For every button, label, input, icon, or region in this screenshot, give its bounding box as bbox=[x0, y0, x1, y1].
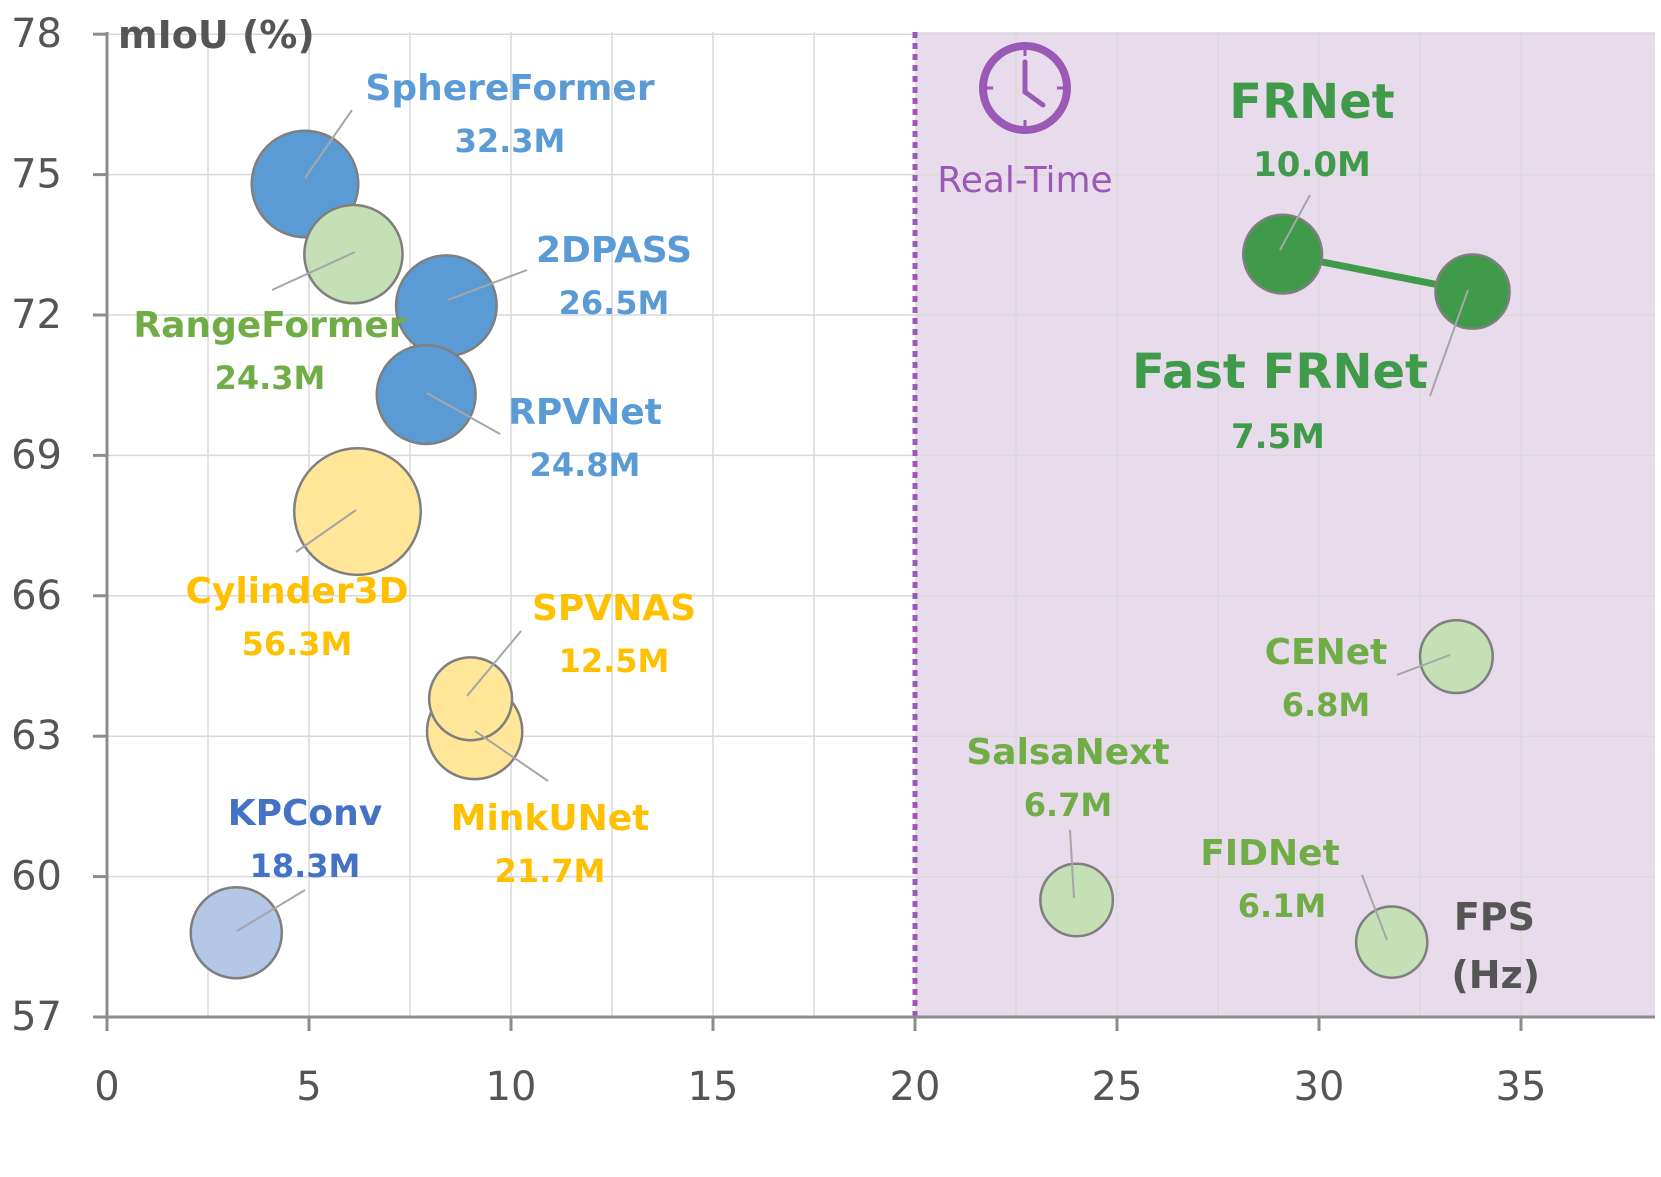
leader-line-minkunet bbox=[474, 730, 549, 782]
leader-line-cylinder3d bbox=[295, 509, 357, 553]
point-kpconv bbox=[189, 885, 284, 980]
leader-line-fast-frnet bbox=[1429, 289, 1469, 397]
label-rpvnet: RPVNet bbox=[508, 392, 662, 433]
params-kpconv: 18.3M bbox=[250, 847, 361, 885]
label-spvnas: SPVNAS bbox=[532, 588, 696, 629]
y-tick-label: 66 bbox=[11, 573, 62, 619]
x-tick-label: 35 bbox=[1496, 1064, 1547, 1110]
y-tick-label: 78 bbox=[11, 11, 62, 57]
leader-line-frnet bbox=[1279, 194, 1311, 251]
label-kpconv: KPConv bbox=[228, 793, 383, 834]
x-tick-label: 15 bbox=[688, 1064, 739, 1110]
leader-line-rangeformer bbox=[271, 251, 356, 291]
point-fidnet bbox=[1354, 905, 1429, 979]
label-minkunet: MinkUNet bbox=[451, 798, 650, 839]
label-fast-frnet: Fast FRNet bbox=[1132, 344, 1428, 400]
x-tick-label: 10 bbox=[486, 1064, 537, 1110]
params-2dpass: 26.5M bbox=[559, 284, 670, 322]
params-fast-frnet: 7.5M bbox=[1231, 417, 1325, 457]
label-sphereformer: SphereFormer bbox=[365, 68, 654, 109]
params-cylinder3d: 56.3M bbox=[242, 625, 353, 663]
point-frnet bbox=[1241, 213, 1324, 295]
label-rangeformer: RangeFormer bbox=[133, 305, 406, 346]
x-axis-title: FPS (Hz) bbox=[1451, 895, 1540, 997]
leader-line-2dpass bbox=[447, 269, 528, 301]
point-2dpass bbox=[394, 254, 498, 358]
leader-line-rpvnet bbox=[426, 392, 501, 435]
x-axis-title-line: (Hz) bbox=[1451, 953, 1540, 997]
y-tick-label: 57 bbox=[11, 994, 62, 1040]
leader-line-spvnas bbox=[466, 630, 522, 697]
real-time-label: Real-Time bbox=[937, 160, 1112, 201]
leader-line-sphereformer bbox=[304, 109, 353, 179]
point-rangeformer bbox=[303, 203, 404, 305]
x-tick-label: 20 bbox=[890, 1064, 941, 1110]
point-fast-frnet bbox=[1434, 253, 1511, 330]
x-tick-label: 30 bbox=[1294, 1064, 1345, 1110]
x-axis-title-line: FPS bbox=[1454, 895, 1535, 939]
params-fidnet: 6.1M bbox=[1238, 887, 1327, 925]
params-sphereformer: 32.3M bbox=[455, 122, 566, 160]
point-cylinder3d bbox=[292, 447, 422, 577]
point-salsanext bbox=[1039, 862, 1115, 938]
params-spvnas: 12.5M bbox=[559, 642, 670, 680]
label-cenet: CENet bbox=[1265, 632, 1388, 673]
x-tick-label: 5 bbox=[296, 1064, 321, 1110]
y-tick-label: 63 bbox=[11, 713, 62, 759]
y-tick-label: 75 bbox=[11, 152, 62, 198]
label-2dpass: 2DPASS bbox=[536, 230, 692, 271]
label-cylinder3d: Cylinder3D bbox=[185, 571, 408, 612]
params-minkunet: 21.7M bbox=[495, 852, 606, 890]
point-spvnas bbox=[427, 656, 514, 742]
clock-icon bbox=[979, 42, 1071, 134]
params-salsanext: 6.7M bbox=[1024, 786, 1113, 824]
y-tick-label: 60 bbox=[11, 854, 62, 900]
y-tick-label: 72 bbox=[11, 292, 62, 338]
point-rpvnet bbox=[375, 343, 477, 446]
y-tick-label: 69 bbox=[11, 432, 62, 478]
y-axis-title: mIoU (%) bbox=[118, 13, 315, 57]
leader-line-salsanext bbox=[1069, 829, 1075, 899]
real-time-region bbox=[915, 32, 1655, 1017]
params-frnet: 10.0M bbox=[1253, 145, 1371, 185]
label-frnet: FRNet bbox=[1229, 74, 1394, 130]
params-rangeformer: 24.3M bbox=[215, 359, 326, 397]
point-cenet bbox=[1418, 619, 1494, 695]
leader-line-kpconv bbox=[236, 889, 306, 932]
leader-line-fidnet bbox=[1361, 874, 1388, 941]
params-rpvnet: 24.8M bbox=[530, 446, 641, 484]
leader-line-cenet bbox=[1396, 654, 1451, 676]
label-fidnet: FIDNet bbox=[1200, 833, 1340, 874]
x-tick-label: 0 bbox=[94, 1064, 119, 1110]
x-tick-label: 25 bbox=[1092, 1064, 1143, 1110]
label-salsanext: SalsaNext bbox=[966, 732, 1169, 773]
params-cenet: 6.8M bbox=[1282, 686, 1371, 724]
